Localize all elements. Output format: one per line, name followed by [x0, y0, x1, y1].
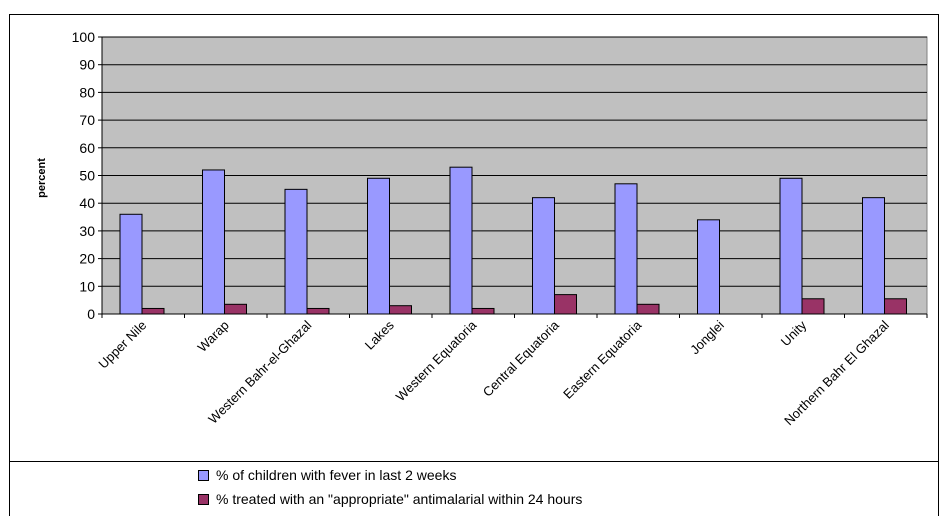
legend-item-fever: % of children with fever in last 2 weeks [198, 466, 456, 484]
bar-treated [224, 303, 247, 315]
bar-fever [119, 213, 143, 315]
bar-fever [284, 188, 308, 315]
y-tick-label: 100 [72, 29, 96, 45]
y-tick-label: 20 [79, 251, 95, 267]
bar-fever [532, 197, 555, 315]
bar-fever [779, 177, 803, 315]
bar-fever [614, 183, 638, 315]
x-tick-label: Upper Nile [95, 318, 149, 372]
y-tick-label: 0 [87, 306, 95, 322]
x-tick-label: Warap [195, 318, 232, 355]
bar-fever [862, 197, 885, 315]
x-tick-label: Jonglei [687, 317, 727, 357]
bar-treated [636, 303, 660, 315]
y-tick-label: 90 [79, 57, 95, 73]
y-tick-label: 60 [79, 140, 95, 156]
legend: % of children with fever in last 2 weeks… [9, 461, 939, 516]
x-tick-label: Unity [778, 317, 810, 349]
bar-fever [202, 169, 225, 315]
legend-item-treated: % treated with an "appropriate" antimala… [198, 490, 582, 508]
legend-label-fever: % of children with fever in last 2 weeks [216, 467, 457, 483]
x-tick-label: Western Equatoria [393, 317, 480, 404]
y-tick-label: 10 [79, 278, 95, 294]
bar-treated [471, 307, 495, 315]
legend-label-treated: % treated with an "appropriate" antimala… [216, 491, 583, 507]
x-tick-label: Lakes [362, 317, 397, 352]
bar-treated [389, 305, 412, 315]
bar-treated [801, 298, 825, 315]
y-axis-label: percent [36, 158, 48, 198]
bar-chart: 0 10 20 30 40 50 60 70 80 90 100 Upper Nile Warap We… [36, 29, 928, 428]
x-tick-label: Eastern Equatoria [560, 317, 645, 402]
bar-fever [697, 219, 720, 315]
bar-fever [449, 166, 473, 315]
y-tick-label: 80 [79, 84, 95, 100]
bar-treated [554, 294, 577, 315]
y-tick-label: 50 [79, 168, 95, 184]
legend-swatch-treated [198, 493, 209, 505]
bar-treated [306, 307, 330, 315]
y-tick-label: 40 [79, 195, 95, 211]
bar-treated [141, 307, 165, 315]
legend-swatch-fever [198, 469, 209, 481]
bar-treated [884, 298, 907, 315]
bar-fever [367, 177, 390, 315]
y-tick-label: 30 [79, 223, 95, 239]
chart-frame: 0 10 20 30 40 50 60 70 80 90 100 Upper Nile Warap We… [9, 14, 939, 462]
x-tick-label: Central Equatoria [480, 317, 563, 400]
y-tick-label: 70 [79, 112, 95, 128]
